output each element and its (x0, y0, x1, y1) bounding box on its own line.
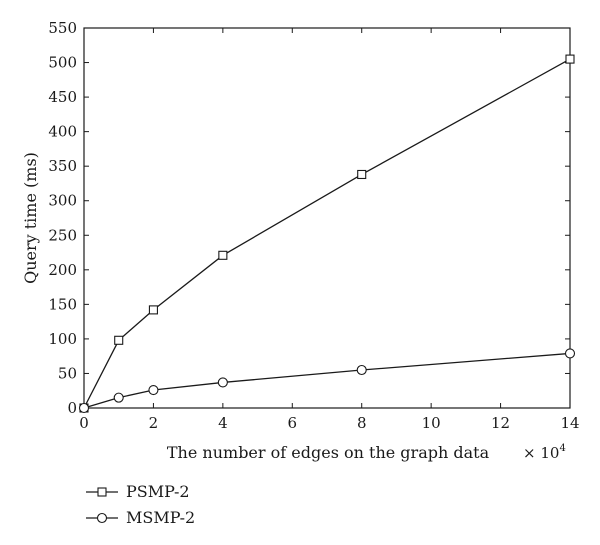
data-point-msmp-2 (113, 392, 124, 403)
legend-marker-psmp-2 (97, 487, 107, 497)
legend-label-psmp-2: PSMP-2 (126, 482, 190, 501)
x-tick-label: 0 (79, 414, 89, 432)
data-point-psmp-2 (565, 54, 575, 64)
y-tick-label: 50 (58, 364, 77, 382)
x-tick-label: 10 (422, 414, 441, 432)
plot-frame (83, 27, 571, 409)
y-tick-label: 300 (48, 192, 77, 210)
y-tick-label: 0 (67, 399, 77, 417)
legend-label-msmp-2: MSMP-2 (126, 508, 195, 527)
legend: PSMP-2 MSMP-2 (86, 482, 195, 527)
x-tick-label: 12 (491, 414, 510, 432)
x-tick-label: 14 (560, 414, 579, 432)
y-tick-label: 350 (48, 157, 77, 175)
y-axis-label: Query time (ms) (21, 152, 40, 284)
x-tick-label: 2 (149, 414, 159, 432)
x-axis-multiplier: × 104 (523, 443, 566, 462)
y-tick-label: 550 (48, 19, 77, 37)
x-tick-label: 4 (218, 414, 228, 432)
legend-marker-msmp-2 (96, 512, 108, 524)
series-layer (78, 54, 576, 414)
y-tick-label: 500 (48, 54, 77, 72)
series-msmp-2 (78, 348, 576, 414)
legend-item-psmp-2: PSMP-2 (86, 482, 190, 501)
y-tick-label: 250 (48, 226, 77, 244)
x-axis-label: The number of edges on the graph data (167, 443, 490, 462)
y-tick-label: 200 (48, 261, 77, 279)
data-point-msmp-2 (564, 348, 576, 359)
y-tick-label: 150 (48, 295, 77, 313)
axis-ticks: 0 2 4 6 8 10 12 14 0 50 100 150 200 250 300 350 400 450 50… (48, 19, 579, 432)
data-point-msmp-2 (78, 402, 90, 414)
data-point-msmp-2 (356, 364, 367, 376)
data-point-psmp-2 (114, 335, 124, 345)
y-tick-label: 400 (48, 123, 77, 141)
x-axis-multiplier-base: × 10 (523, 444, 559, 462)
data-point-psmp-2 (357, 169, 367, 180)
x-tick-label: 6 (288, 414, 298, 432)
legend-item-msmp-2: MSMP-2 (86, 508, 195, 527)
x-tick-label: 8 (357, 414, 367, 432)
x-axis-multiplier-exponent: 4 (559, 443, 565, 454)
series-line-msmp-2 (83, 352, 571, 409)
y-tick-label: 450 (48, 88, 77, 106)
series-line-psmp-2 (83, 58, 571, 409)
data-point-msmp-2 (148, 384, 159, 396)
data-point-msmp-2 (217, 377, 228, 388)
data-point-psmp-2 (148, 305, 158, 315)
data-point-psmp-2 (218, 250, 228, 260)
y-tick-label: 100 (48, 330, 77, 348)
